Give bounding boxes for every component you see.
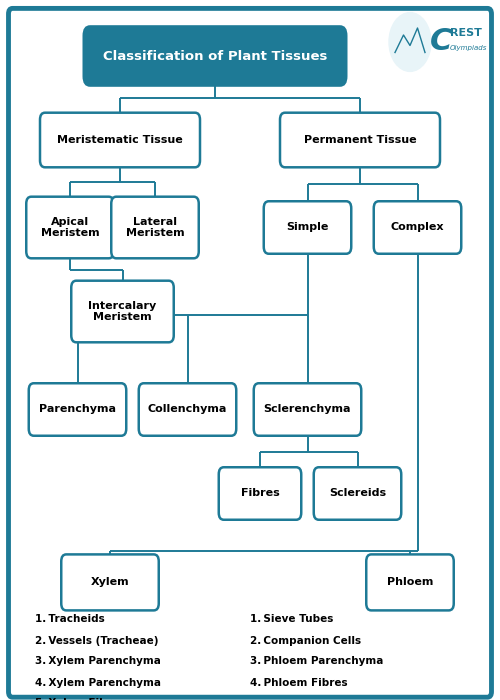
Text: Sclereids: Sclereids	[329, 489, 386, 498]
Text: Permanent Tissue: Permanent Tissue	[304, 135, 416, 145]
FancyBboxPatch shape	[82, 25, 347, 87]
Text: Apical
Meristem: Apical Meristem	[40, 217, 100, 238]
Text: 2. Vessels (Tracheae): 2. Vessels (Tracheae)	[35, 636, 158, 645]
FancyBboxPatch shape	[111, 197, 198, 258]
FancyBboxPatch shape	[374, 202, 461, 253]
Text: Sclerenchyma: Sclerenchyma	[264, 405, 351, 414]
Text: C: C	[430, 27, 452, 57]
Text: Olympiads: Olympiads	[450, 46, 488, 51]
FancyBboxPatch shape	[62, 554, 159, 610]
FancyBboxPatch shape	[40, 113, 200, 167]
Text: Fibres: Fibres	[240, 489, 280, 498]
Text: Intercalary
Meristem: Intercalary Meristem	[88, 301, 156, 322]
Text: 3. Phloem Parenchyma: 3. Phloem Parenchyma	[250, 657, 384, 666]
Text: Lateral
Meristem: Lateral Meristem	[126, 217, 184, 238]
Text: 1. Sieve Tubes: 1. Sieve Tubes	[250, 615, 334, 624]
FancyBboxPatch shape	[264, 202, 351, 253]
Text: 2. Companion Cells: 2. Companion Cells	[250, 636, 361, 645]
Text: Collenchyma: Collenchyma	[148, 405, 227, 414]
Text: 3. Xylem Parenchyma: 3. Xylem Parenchyma	[35, 657, 161, 666]
Text: 4. Xylem Parenchyma: 4. Xylem Parenchyma	[35, 678, 161, 687]
FancyBboxPatch shape	[314, 468, 401, 519]
Text: Simple: Simple	[286, 223, 329, 232]
Text: Classification of Plant Tissues: Classification of Plant Tissues	[103, 50, 327, 62]
Text: Phloem: Phloem	[387, 578, 433, 587]
Text: Meristematic Tissue: Meristematic Tissue	[57, 135, 183, 145]
FancyBboxPatch shape	[366, 554, 454, 610]
FancyBboxPatch shape	[8, 8, 492, 697]
Text: 1. Tracheids: 1. Tracheids	[35, 615, 105, 624]
Text: Xylem: Xylem	[90, 578, 130, 587]
FancyBboxPatch shape	[280, 113, 440, 167]
Text: Complex: Complex	[391, 223, 444, 232]
FancyBboxPatch shape	[254, 384, 361, 435]
FancyBboxPatch shape	[219, 468, 301, 519]
FancyBboxPatch shape	[26, 197, 114, 258]
FancyBboxPatch shape	[72, 281, 174, 342]
FancyBboxPatch shape	[138, 384, 236, 435]
Text: 5. Xylem Fibres: 5. Xylem Fibres	[35, 699, 125, 700]
Text: Parenchyma: Parenchyma	[39, 405, 116, 414]
FancyBboxPatch shape	[29, 384, 126, 435]
Text: 4. Phloem Fibres: 4. Phloem Fibres	[250, 678, 348, 687]
Circle shape	[389, 13, 431, 71]
Text: REST: REST	[450, 28, 482, 38]
